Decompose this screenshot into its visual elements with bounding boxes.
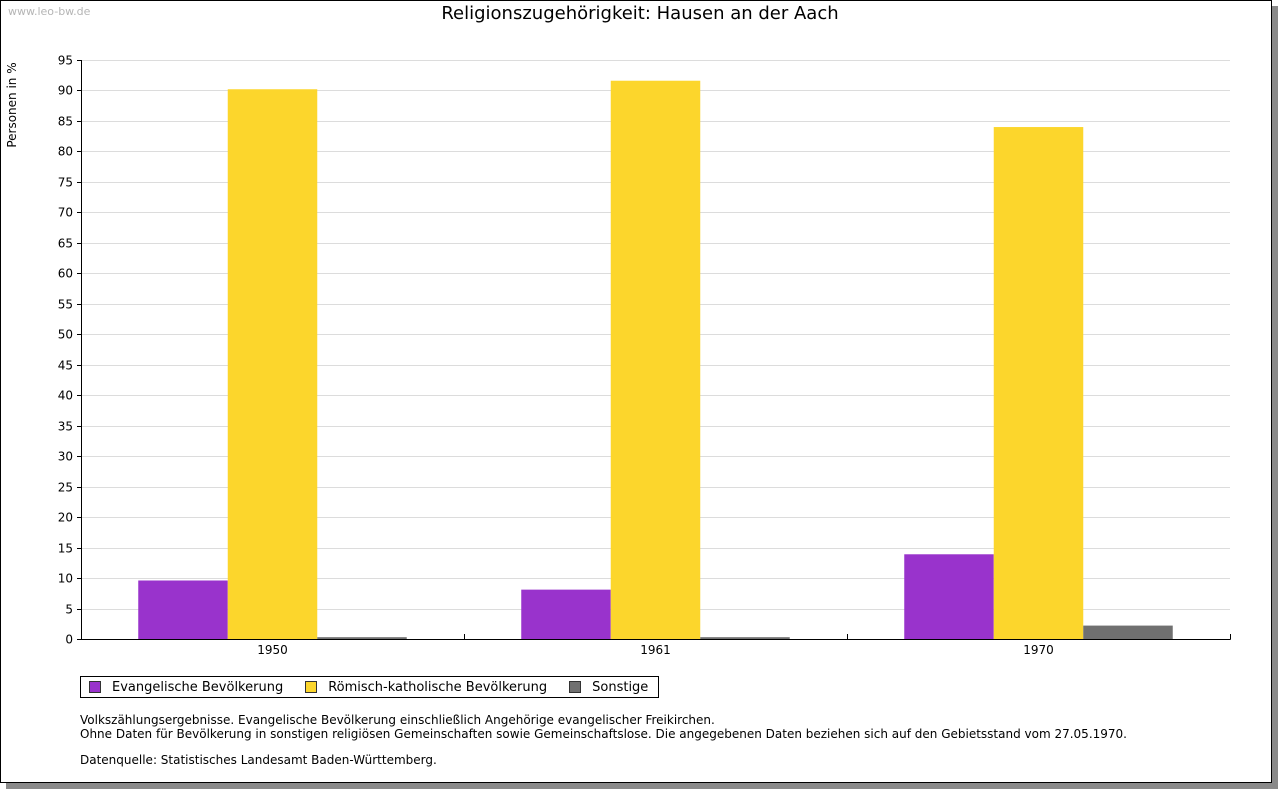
y-tick-label: 90 [58,84,73,98]
y-tick-label: 80 [58,145,73,159]
y-tick-label: 20 [58,511,73,525]
frame-shadow-right [1272,6,1278,789]
bar [904,554,994,639]
bar [138,580,228,639]
bar [227,89,318,639]
y-tick-label: 50 [58,328,73,342]
y-tick-label: 30 [58,450,73,464]
y-tick-label: 60 [58,267,73,281]
y-tick-label: 45 [58,359,73,373]
legend-swatch-evangelisch [89,681,101,693]
y-tick-label: 95 [58,54,73,68]
bar [700,637,790,639]
bar [317,637,407,639]
y-tick-label: 75 [58,176,73,190]
y-tick-label: 55 [58,298,73,312]
watermark: www.leo-bw.de [8,5,91,18]
x-tick-label: 1961 [640,643,671,657]
y-tick-label: 0 [65,633,73,647]
y-tick-label: 40 [58,389,73,403]
frame-shadow-bottom [6,783,1278,789]
legend-label-katholisch: Römisch-katholische Bevölkerung [328,679,548,695]
legend-swatch-sonstige [569,681,582,693]
note-census: Volkszählungsergebnisse. Evangelische Be… [80,713,715,727]
note-source: Datenquelle: Statistisches Landesamt Bad… [80,753,437,767]
chart-title: Religionszugehörigkeit: Hausen an der Aa… [441,3,839,24]
bar [610,80,701,639]
bar [521,589,611,639]
bars [138,80,1173,639]
legend: Evangelische Bevölkerung Römisch-katholi… [80,676,660,698]
bar-chart: 0 5 10 15 20 25 30 35 40 45 50 55 60 65 70 75 80 85 90 95 19… [58,54,1231,657]
y-tick-label: 10 [58,572,73,586]
y-tick-label: 85 [58,115,73,129]
y-tick-label: 35 [58,420,73,434]
legend-item-katholisch: Römisch-katholische Bevölkerung [305,680,547,695]
axes: 0 5 10 15 20 25 30 35 40 45 50 55 60 65 70 75 80 85 90 95 19… [58,54,1231,657]
legend-item-sonstige: Sonstige [569,680,648,695]
note-coverage: Ohne Daten für Bevölkerung in sonstigen … [80,727,1127,741]
y-tick-label: 25 [58,481,73,495]
legend-label-sonstige: Sonstige [592,679,649,695]
legend-swatch-katholisch [305,681,318,693]
bar [1083,625,1173,639]
legend-label-evangelisch: Evangelische Bevölkerung [112,679,284,695]
legend-item-evangelisch: Evangelische Bevölkerung [89,680,283,695]
y-tick-label: 15 [58,542,73,556]
y-tick-label: 65 [58,237,73,251]
y-tick-label: 5 [65,603,73,617]
x-tick-label: 1970 [1023,643,1054,657]
y-tick-label: 70 [58,206,73,220]
x-tick-label: 1950 [257,643,288,657]
bar [993,127,1084,639]
